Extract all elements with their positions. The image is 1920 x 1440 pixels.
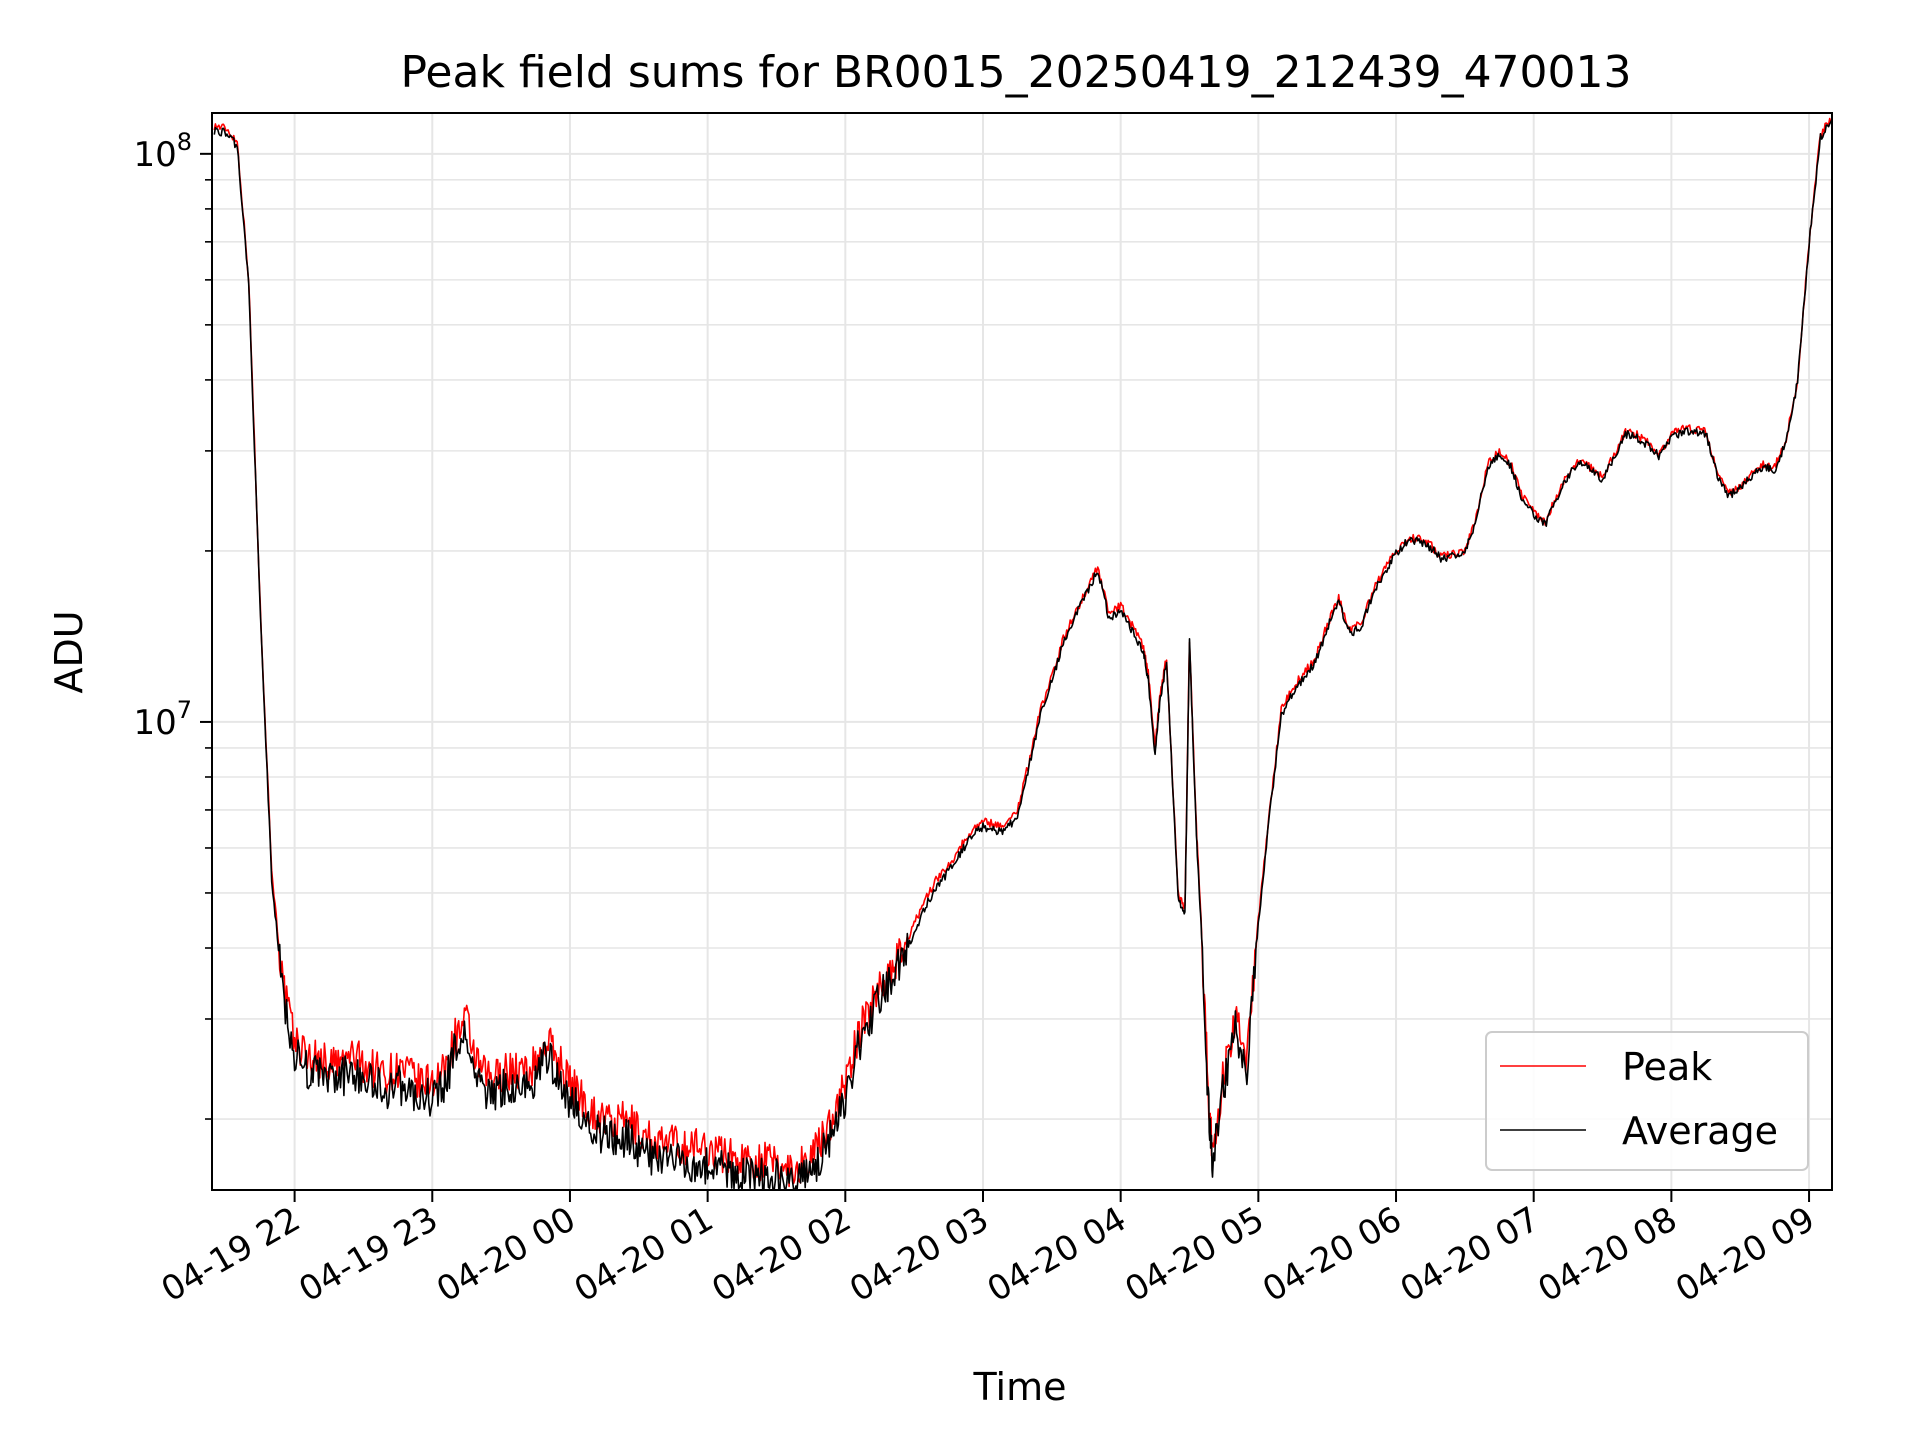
legend: Peak Average xyxy=(1485,1031,1809,1171)
x-axis-label: Time xyxy=(973,1365,1067,1409)
y-axis-label: ADU xyxy=(47,610,91,693)
plot-series xyxy=(213,117,1833,1191)
y-tick-label: 108 xyxy=(133,128,192,175)
chart-title: Peak field sums for BR0015_20250419_2124… xyxy=(400,47,1631,98)
plot-frame xyxy=(211,112,1833,1191)
legend-average-label: Average xyxy=(1622,1109,1778,1153)
grid-lines xyxy=(212,113,1832,1190)
series-line-average xyxy=(213,118,1833,1191)
y-tick-label: 107 xyxy=(133,696,192,743)
legend-peak-label: Peak xyxy=(1622,1045,1712,1089)
y-axis-ticks: 107 108 xyxy=(133,128,212,1120)
